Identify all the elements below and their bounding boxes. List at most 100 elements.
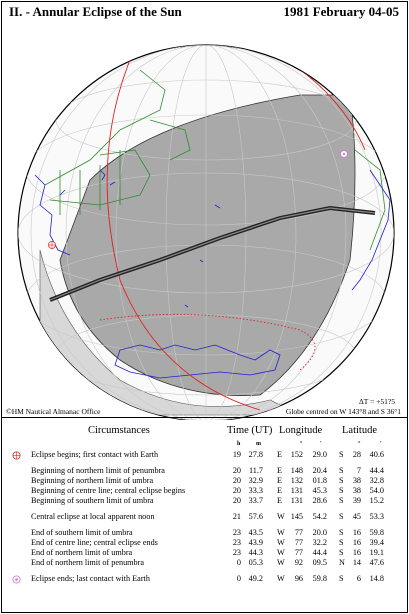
cell-ad: 38 [352, 486, 361, 495]
table-row: End of northern limit of penumbra 0 05.3 W 9… [0, 558, 409, 570]
table-row: End of centre line; central eclipse ends… [0, 538, 409, 550]
table-row: Eclipse ends; last contact with Earth 0 49… [0, 574, 409, 586]
cell-lh: E [277, 476, 283, 485]
cell-lh: W [277, 512, 285, 521]
end-marker-icon [12, 575, 21, 584]
cell-ad: 6 [356, 574, 361, 583]
cell-am: 44.4 [369, 466, 384, 475]
table-row: Beginning of centre line; central eclips… [0, 486, 409, 498]
cell-ad: 7 [356, 466, 361, 475]
cell-m: 43.5 [248, 528, 263, 537]
cell-am: 59.8 [369, 528, 384, 537]
begin-marker-icon [12, 451, 21, 460]
cell-lm: 45.3 [312, 486, 327, 495]
cell-lm: 59.8 [312, 574, 327, 583]
cell-lm: 20.4 [312, 466, 327, 475]
cell-lh: W [277, 538, 285, 547]
cell-desc: Eclipse begins; first contact with Earth [31, 450, 159, 459]
table-row: Beginning of northern limit of umbra 20 32… [0, 476, 409, 488]
cell-ad: 45 [352, 512, 361, 521]
cell-am: 32.8 [369, 476, 384, 485]
globe-centre-note: Globe centred on W 143°8 and S 36°1 [285, 407, 401, 416]
cell-lm: 28.6 [312, 496, 327, 505]
page-title: II. - Annular Eclipse of the Sun [9, 4, 182, 19]
cell-h: 21 [232, 512, 241, 521]
cell-lm: 44.4 [312, 548, 327, 557]
cell-ah: S [339, 466, 344, 475]
cell-ah: S [339, 476, 344, 485]
cell-ld: 131 [290, 486, 303, 495]
cell-desc: End of northern limit of umbra [31, 548, 133, 557]
cell-ah: S [339, 548, 344, 557]
cell-m: 44.3 [248, 548, 263, 557]
cell-h: 23 [232, 538, 241, 547]
cell-desc: Beginning of southern limit of umbra [31, 496, 154, 505]
cell-ld: 77 [294, 528, 303, 537]
table-row: Beginning of southern limit of umbra 20 33… [0, 496, 409, 508]
cell-ah: S [339, 496, 344, 505]
unit-minutes: m [256, 441, 261, 447]
cell-ld: 145 [290, 512, 303, 521]
cell-lm: 09.5 [312, 558, 327, 567]
circumstances-header: Circumstances [88, 425, 150, 436]
cell-lm: 29.0 [312, 450, 327, 459]
cell-am: 14.8 [369, 574, 384, 583]
cell-h: 20 [232, 496, 241, 505]
cell-ah: S [339, 528, 344, 537]
cell-ld: 77 [294, 538, 303, 547]
cell-lm: 32.2 [312, 538, 327, 547]
latitude-header: Latitude [342, 425, 377, 436]
eclipse-end-marker [340, 150, 348, 158]
cell-am: 19.1 [369, 548, 384, 557]
cell-m: 57.6 [248, 512, 263, 521]
cell-am: 54.0 [369, 486, 384, 495]
cell-m: 32.9 [248, 476, 263, 485]
cell-ld: 132 [290, 476, 303, 485]
cell-ad: 28 [352, 450, 361, 459]
eclipse-globe [17, 44, 395, 420]
cell-m: 49.2 [248, 574, 263, 583]
cell-am: 15.2 [369, 496, 384, 505]
cell-h: 0 [236, 558, 241, 567]
cell-m: 43.9 [248, 538, 263, 547]
cell-h: 20 [232, 486, 241, 495]
cell-lh: E [277, 466, 283, 475]
cell-desc: Beginning of centre line; central eclips… [31, 486, 186, 495]
copyright-note: ©HM Nautical Almanac Office [6, 407, 101, 416]
cell-ad: 38 [352, 476, 361, 485]
unit-lon-min: ' [320, 441, 322, 447]
cell-ad: 16 [352, 548, 361, 557]
cell-lh: W [277, 548, 285, 557]
cell-lh: W [277, 558, 285, 567]
cell-desc: Central eclipse at local apparent noon [31, 512, 155, 521]
cell-ld: 96 [294, 574, 303, 583]
cell-h: 0 [236, 574, 241, 583]
table-row: Eclipse begins; first contact with Earth… [0, 450, 409, 462]
cell-lh: W [277, 528, 285, 537]
cell-lh: W [277, 574, 285, 583]
cell-ld: 131 [290, 496, 303, 505]
penumbra-outer-region [39, 249, 301, 416]
cell-ah: S [339, 512, 344, 521]
cell-lh: E [277, 496, 283, 505]
unit-hours: h [237, 441, 241, 447]
cell-desc: Beginning of northern limit of umbra [31, 476, 154, 485]
cell-ad: 16 [352, 528, 361, 537]
time-header: Time (UT) [227, 425, 273, 436]
cell-lh: E [277, 486, 283, 495]
cell-ad: 14 [352, 558, 361, 567]
eclipse-begin-marker [48, 241, 56, 249]
eclipse-date: 1981 February 04-05 [283, 4, 399, 19]
cell-m: 11.7 [248, 466, 263, 475]
cell-ah: S [339, 486, 344, 495]
cell-ah: S [339, 538, 344, 547]
cell-desc: End of southern limit of umbra [31, 528, 133, 537]
table-row: Central eclipse at local apparent noon 21… [0, 512, 409, 524]
cell-h: 23 [232, 528, 241, 537]
table-row: Beginning of northern limit of penumbra 2… [0, 466, 409, 478]
cell-ah: S [339, 574, 344, 583]
cell-h: 19 [232, 450, 241, 459]
cell-ah: S [339, 450, 344, 459]
cell-m: 27.8 [248, 450, 263, 459]
